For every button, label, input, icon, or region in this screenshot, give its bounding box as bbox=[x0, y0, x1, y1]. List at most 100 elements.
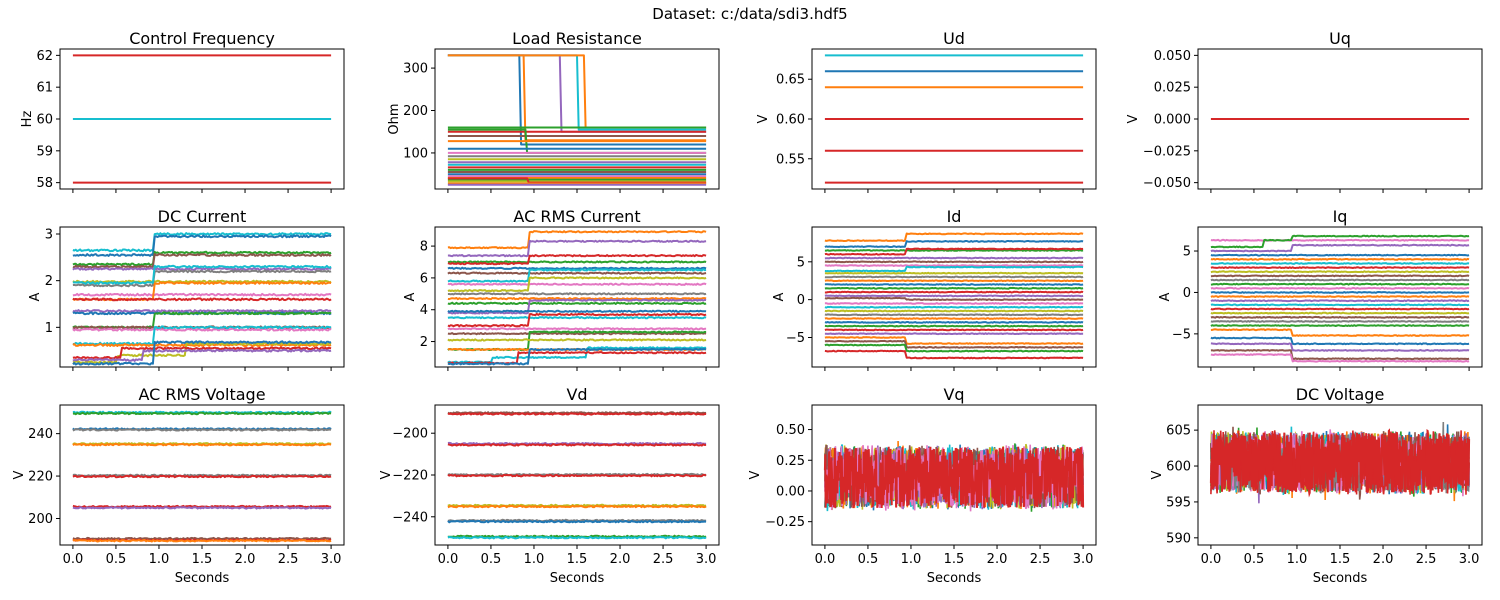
y-tick-label: 0.050 bbox=[1154, 49, 1191, 64]
series-line bbox=[72, 264, 332, 285]
y-tick-label: 61 bbox=[36, 81, 53, 96]
series-line bbox=[1210, 278, 1470, 282]
series-line bbox=[1210, 291, 1470, 294]
x-tick-label: 1.0 bbox=[149, 552, 170, 567]
x-tick-label: 2.5 bbox=[653, 552, 674, 567]
y-tick-label: 1 bbox=[45, 321, 53, 336]
x-tick-label: 1.0 bbox=[901, 552, 922, 567]
series-line bbox=[72, 539, 332, 543]
series-line bbox=[447, 316, 707, 320]
series-line bbox=[447, 347, 707, 366]
x-tick-label: 0.5 bbox=[481, 552, 502, 567]
series-line bbox=[72, 442, 332, 447]
y-tick-label: 600 bbox=[1166, 460, 1191, 475]
y-axis-label: V bbox=[12, 470, 27, 479]
y-tick-label: −0.050 bbox=[1143, 176, 1191, 191]
subplot-title: Vd bbox=[566, 385, 587, 404]
plot-area bbox=[72, 54, 332, 184]
y-tick-label: −220 bbox=[392, 469, 428, 484]
series-line bbox=[1210, 353, 1470, 363]
y-tick-label: 0.00 bbox=[776, 484, 805, 499]
x-tick-label: 0.0 bbox=[815, 552, 836, 567]
series-line bbox=[72, 253, 332, 269]
series-line bbox=[824, 260, 1084, 264]
y-tick-label: −200 bbox=[392, 427, 428, 442]
y-tick-label: 0.50 bbox=[776, 423, 805, 438]
series-line bbox=[447, 282, 707, 286]
series-line bbox=[447, 298, 707, 315]
y-axis-label: V bbox=[748, 470, 763, 479]
series-line bbox=[1210, 253, 1470, 257]
series-line bbox=[447, 338, 707, 342]
y-tick-label: −240 bbox=[392, 510, 428, 525]
y-axis-label: V bbox=[1126, 114, 1141, 123]
plot-area bbox=[823, 440, 1085, 512]
series-line bbox=[447, 327, 707, 331]
series-line bbox=[824, 332, 1084, 336]
series-line bbox=[447, 276, 707, 293]
series-line bbox=[1210, 238, 1470, 242]
subplot-ac-rms-current: AC RMS Current 2 4 6 8 A bbox=[403, 207, 720, 371]
y-axis-label: Hz bbox=[20, 111, 35, 128]
series-line bbox=[72, 346, 332, 360]
y-tick-label: 5 bbox=[797, 255, 805, 270]
x-tick-label: 2.0 bbox=[1373, 552, 1394, 567]
x-tick-label: 2.5 bbox=[278, 552, 299, 567]
series-line bbox=[824, 328, 1084, 332]
y-axis-label: V bbox=[756, 114, 771, 123]
series-line bbox=[72, 267, 332, 271]
x-tick-label: 3.0 bbox=[1459, 552, 1480, 567]
series-line bbox=[1210, 336, 1470, 346]
series-line bbox=[447, 536, 707, 540]
x-tick-label: 0.0 bbox=[1201, 552, 1222, 567]
series-line bbox=[1210, 328, 1470, 337]
y-tick-label: 220 bbox=[28, 470, 53, 485]
series-line bbox=[824, 264, 1084, 267]
y-tick-label: 300 bbox=[403, 62, 428, 77]
series-line bbox=[1210, 243, 1470, 253]
series-line bbox=[1210, 270, 1470, 274]
series-line bbox=[824, 302, 1084, 305]
series-line bbox=[447, 301, 707, 305]
series-line bbox=[824, 313, 1084, 317]
series-line bbox=[72, 250, 332, 267]
x-axis-label: Seconds bbox=[550, 571, 605, 586]
subplot-vq: Vq −0.25 0.00 0.25 0.50 V 0.0 0.5 1.0 1.5 2.0 2.5 3.… bbox=[748, 385, 1097, 586]
subplot-uq: Uq −0.050 −0.025 0.000 0.025 0.050 V bbox=[1126, 29, 1483, 193]
y-tick-label: 100 bbox=[403, 146, 428, 161]
series-line bbox=[824, 232, 1084, 242]
subplot-dc-current: DC Current 1 2 3 A bbox=[28, 207, 345, 371]
subplot-title: DC Current bbox=[158, 207, 247, 226]
series-line bbox=[447, 312, 707, 328]
x-tick-label: 0.5 bbox=[858, 552, 879, 567]
x-tick-label: 0.5 bbox=[1244, 552, 1265, 567]
subplot-load-resistance: Load Resistance 100 200 300 Ohm bbox=[387, 29, 720, 193]
plot-area bbox=[72, 410, 332, 543]
series-line bbox=[72, 327, 332, 332]
y-tick-label: 59 bbox=[36, 144, 53, 159]
series-line bbox=[824, 256, 1084, 260]
series-line bbox=[824, 240, 1084, 249]
subplot-iq: Iq −5 0 5 A bbox=[1158, 207, 1483, 371]
y-tick-label: 200 bbox=[403, 104, 428, 119]
y-tick-label: 0.000 bbox=[1154, 113, 1191, 128]
series-line bbox=[1210, 266, 1470, 269]
x-tick-label: 3.0 bbox=[696, 552, 717, 567]
plot-area bbox=[447, 230, 707, 366]
plot-area bbox=[447, 411, 707, 540]
y-tick-label: 0.25 bbox=[776, 454, 805, 469]
y-axis-label: Ohm bbox=[387, 103, 402, 134]
series-line bbox=[1210, 303, 1470, 307]
subplot-vd: Vd −240 −220 −200 V 0.0 0.5 1.0 1.5 2.0 2.5 3.0 Seco… bbox=[379, 385, 720, 586]
y-tick-label: 0.60 bbox=[776, 113, 805, 128]
x-tick-label: 2.0 bbox=[610, 552, 631, 567]
series-line bbox=[72, 234, 332, 257]
series-line bbox=[824, 247, 1084, 256]
subplot-control-frequency: Control Frequency 58 59 60 61 62 Hz bbox=[20, 29, 345, 193]
series-line bbox=[824, 290, 1084, 294]
series-line bbox=[824, 249, 1084, 252]
series-line bbox=[1210, 262, 1470, 265]
x-tick-label: 2.5 bbox=[1416, 552, 1437, 567]
series-line bbox=[1210, 295, 1470, 298]
y-tick-label: 8 bbox=[420, 240, 428, 255]
